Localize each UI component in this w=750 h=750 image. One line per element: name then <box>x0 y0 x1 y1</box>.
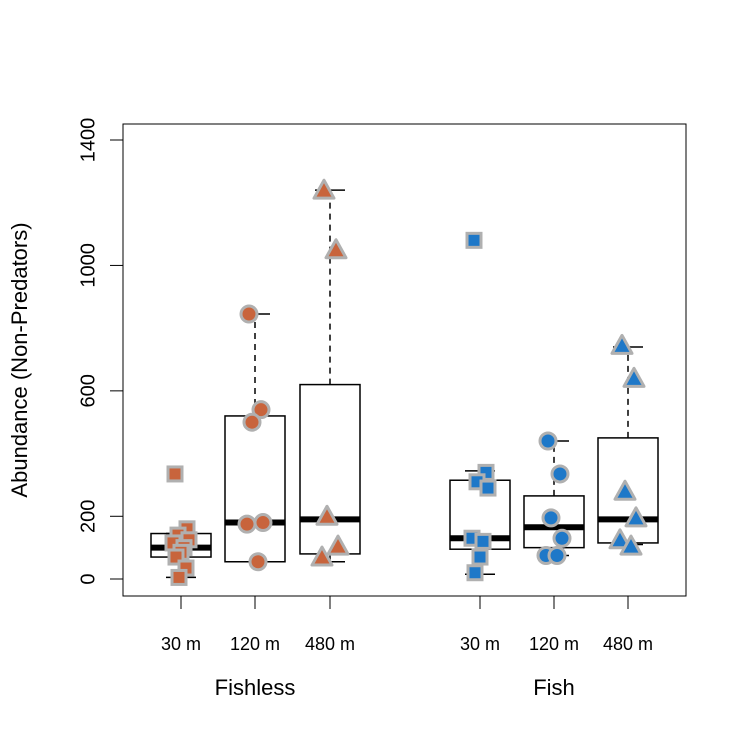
data-point <box>312 178 336 200</box>
data-point <box>479 479 497 497</box>
data-point <box>610 333 634 355</box>
group-label-fish: Fish <box>533 675 575 700</box>
y-tick-label-600: 600 <box>77 374 99 407</box>
data-point <box>619 534 643 556</box>
data-point <box>465 231 483 249</box>
y-tick-label-0: 0 <box>77 573 99 584</box>
data-point <box>315 504 339 526</box>
data-point <box>324 238 348 260</box>
x-category-label: 480 m <box>603 634 653 654</box>
y-tick-label-1000: 1000 <box>77 243 99 288</box>
data-point <box>552 528 572 548</box>
y-axis: 0 200 600 1000 1400 <box>77 118 124 585</box>
plot-frame <box>122 123 687 597</box>
data-point <box>248 552 268 572</box>
group-label-fishless: Fishless <box>215 675 296 700</box>
data-point <box>166 465 184 483</box>
box-rect <box>224 415 286 563</box>
x-category-label: 120 m <box>230 634 280 654</box>
boxes-layer <box>150 189 659 579</box>
data-point <box>251 400 271 420</box>
data-point <box>239 304 259 324</box>
y-tick-label-200: 200 <box>77 500 99 533</box>
points-layer <box>164 178 648 586</box>
data-point <box>624 506 648 528</box>
box-rect <box>299 383 361 555</box>
data-point <box>170 568 188 586</box>
data-point <box>310 545 334 567</box>
data-point <box>466 564 484 582</box>
data-point <box>550 464 570 484</box>
data-point <box>622 366 646 388</box>
box-fishless-480m <box>299 189 361 563</box>
data-point <box>253 513 273 533</box>
x-category-label: 30 m <box>161 634 201 654</box>
data-point <box>471 548 489 566</box>
x-category-label: 30 m <box>460 634 500 654</box>
y-axis-label: Abundance (Non-Predators) <box>7 222 32 497</box>
x-category-label: 480 m <box>305 634 355 654</box>
data-point <box>613 479 637 501</box>
data-point <box>538 431 558 451</box>
data-point <box>474 532 492 550</box>
x-axis-labels: 30 m 120 m 480 m 30 m 120 m 480 m Fishless Fish <box>161 596 653 700</box>
y-tick-label-1400: 1400 <box>77 118 99 163</box>
data-point <box>242 412 262 432</box>
data-point <box>608 528 632 550</box>
data-point <box>237 514 257 534</box>
data-point <box>326 534 350 556</box>
data-point <box>547 545 567 565</box>
data-point <box>541 508 561 528</box>
x-category-label: 120 m <box>529 634 579 654</box>
